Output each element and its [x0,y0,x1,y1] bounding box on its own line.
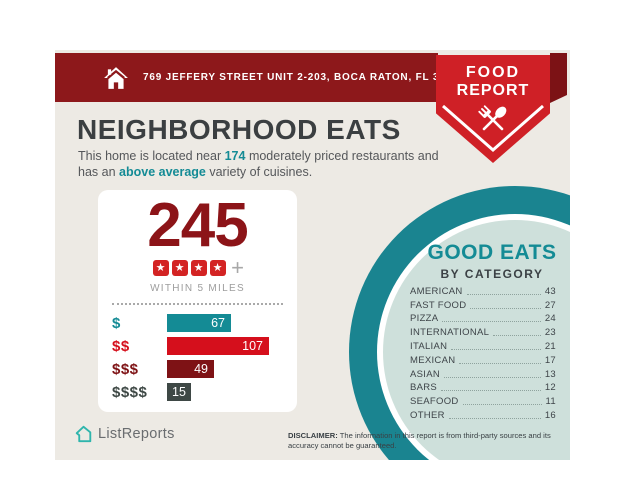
category-row: AMERICAN 43 [410,283,556,297]
category-label: INTERNATIONAL [410,327,490,339]
category-count: 16 [544,409,556,421]
above-average-highlight: above average [119,164,206,179]
category-row: SEAFOOD 11 [410,393,556,407]
dotted-leader [459,362,541,364]
dotted-leader [448,417,541,419]
listreports-logo-text: ListReports [98,426,175,442]
page-title: NEIGHBORHOOD EATS [77,114,401,145]
category-list: AMERICAN 43 FAST FOOD 27 PIZZA 24 INTERNATIONA… [410,283,556,421]
price-level-label: $$$$ [112,383,148,401]
price-bar-row: $67 [98,314,297,332]
category-label: SEAFOOD [410,396,459,408]
category-count: 23 [544,327,556,339]
category-label: OTHER [410,409,445,421]
dotted-divider [112,303,283,305]
disclaimer-text: The information in this report is from t… [288,431,551,450]
intro-post: variety of cuisines. [205,164,313,179]
category-label: ITALIAN [410,340,448,352]
category-label: PIZZA [410,313,439,325]
star-icon: ★ [171,259,188,276]
category-count: 17 [544,354,556,366]
disclaimer: DISCLAIMER: The information in this repo… [288,431,570,451]
report-content: 769 JEFFERY STREET UNIT 2-203, BOCA RATO… [55,50,570,460]
price-bar: 15 [167,383,191,401]
intro-mid: moderately priced restaurants and has an [78,149,439,179]
category-row: MEXICAN 17 [410,352,556,366]
price-level-bar-chart: $67 $$ 107 $$$ 49 $$$$ 15 [98,314,297,401]
listreports-house-icon [75,425,92,443]
price-bar: 67 [167,314,231,332]
dotted-leader [442,321,541,323]
disclaimer-label: DISCLAIMER: [288,431,338,440]
price-bar-row: $$$$ 15 [98,383,297,401]
price-bar: 49 [167,360,214,378]
category-row: ASIAN 13 [410,366,556,380]
category-row: ITALIAN 21 [410,338,556,352]
price-level-label: $ [112,314,121,332]
ribbon-fold [550,53,567,103]
star-icon: ★ [190,259,207,276]
price-level-label: $$$ [112,360,139,378]
category-count: 43 [544,285,556,297]
intro-pre: This home is located near [78,149,225,163]
category-count: 13 [544,368,556,380]
property-address: 769 JEFFERY STREET UNIT 2-203, BOCA RATO… [143,72,465,83]
dotted-leader [462,404,542,406]
radius-label: WITHIN 5 MILES [150,283,245,294]
good-eats-header: GOOD EATS BY CATEGORY [402,241,570,281]
category-count: 11 [545,396,556,408]
price-bar: 107 [167,337,269,355]
food-report-badge: FOOD REPORT [436,55,550,163]
dotted-leader [444,376,541,378]
total-restaurant-count: 245 [147,191,248,260]
address-banner: 769 JEFFERY STREET UNIT 2-203, BOCA RATO… [55,53,464,102]
price-level-label: $$ [112,337,130,355]
category-count: 21 [544,340,556,352]
badge-line2: REPORT [456,82,530,99]
category-row: BARS 12 [410,380,556,394]
good-eats-subtitle: BY CATEGORY [440,267,544,281]
dotted-leader [441,390,541,392]
stats-card: 245 ★ ★ ★ ★ + WITHIN 5 MILES $67 $$ 107 $$$ 49 $… [98,190,297,412]
good-eats-title: GOOD EATS [427,241,557,264]
category-row: OTHER 16 [410,407,556,421]
price-bar-row: $$$ 49 [98,360,297,378]
dotted-leader [493,335,541,337]
category-count: 12 [544,382,556,394]
house-icon [104,66,128,89]
category-count: 27 [544,299,556,311]
category-row: FAST FOOD 27 [410,297,556,311]
category-label: BARS [410,382,438,394]
star-icon: ★ [152,259,169,276]
category-row: PIZZA 24 [410,311,556,325]
category-count: 24 [544,313,556,325]
category-row: INTERNATIONAL 23 [410,324,556,338]
category-label: FAST FOOD [410,299,467,311]
plus-sign: + [231,254,244,280]
listreports-logo: ListReports [75,425,175,443]
dotted-leader [470,307,541,309]
category-label: MEXICAN [410,354,456,366]
star-icons: ★ ★ ★ ★ [151,259,227,276]
dotted-leader [466,293,541,295]
category-label: AMERICAN [410,285,463,297]
dotted-leader [451,348,541,350]
category-label: ASIAN [410,368,441,380]
star-rating: ★ ★ ★ ★ + [98,254,297,280]
intro-text: This home is located near 174 moderately… [78,149,458,180]
restaurant-count-inline: 174 [224,149,246,163]
price-bar-row: $$ 107 [98,337,297,355]
badge-line1: FOOD [465,64,521,81]
star-icon: ★ [209,259,226,276]
spoon-fork-icon [478,105,507,131]
